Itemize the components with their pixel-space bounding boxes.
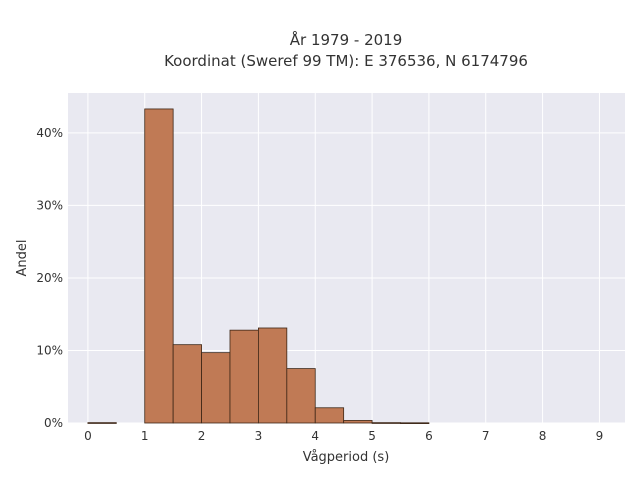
histogram-bar [229, 329, 259, 424]
x-tick-label: 9 [596, 429, 604, 443]
histogram-bar [172, 344, 202, 424]
y-tick-label: 40% [36, 126, 63, 140]
x-tick-label: 7 [482, 429, 490, 443]
x-tick-label: 8 [539, 429, 547, 443]
bars [87, 108, 430, 424]
x-tick-label: 5 [368, 429, 376, 443]
tick-labels: 0 1 2 3 4 5 6 7 8 9 0% 10% 20% 30% 40% [36, 126, 603, 443]
histogram-bar [314, 407, 345, 424]
y-tick-label: 30% [36, 198, 63, 212]
y-axis-label: Andel [15, 240, 30, 277]
histogram-bar [343, 420, 373, 424]
histogram-bar [258, 327, 288, 424]
chart-title: År 1979 - 2019 [290, 30, 403, 49]
chart-subtitle: Koordinat (Sweref 99 TM): E 376536, N 61… [164, 52, 528, 70]
histogram-bar [87, 422, 117, 424]
histogram-bar [144, 108, 174, 424]
y-tick-label: 0% [44, 416, 63, 430]
y-tick-label: 10% [36, 343, 63, 357]
histogram-bar [201, 352, 231, 424]
y-tick-label: 20% [36, 271, 63, 285]
x-tick-label: 0 [84, 429, 92, 443]
x-axis-label: Vågperiod (s) [303, 450, 390, 465]
histogram-bar [400, 422, 430, 424]
x-tick-label: 3 [255, 429, 263, 443]
x-tick-label: 6 [425, 429, 433, 443]
histogram-bar [371, 422, 401, 424]
x-tick-label: 1 [141, 429, 149, 443]
histogram-bar [286, 368, 316, 424]
x-tick-label: 2 [198, 429, 206, 443]
x-tick-label: 4 [311, 429, 319, 443]
